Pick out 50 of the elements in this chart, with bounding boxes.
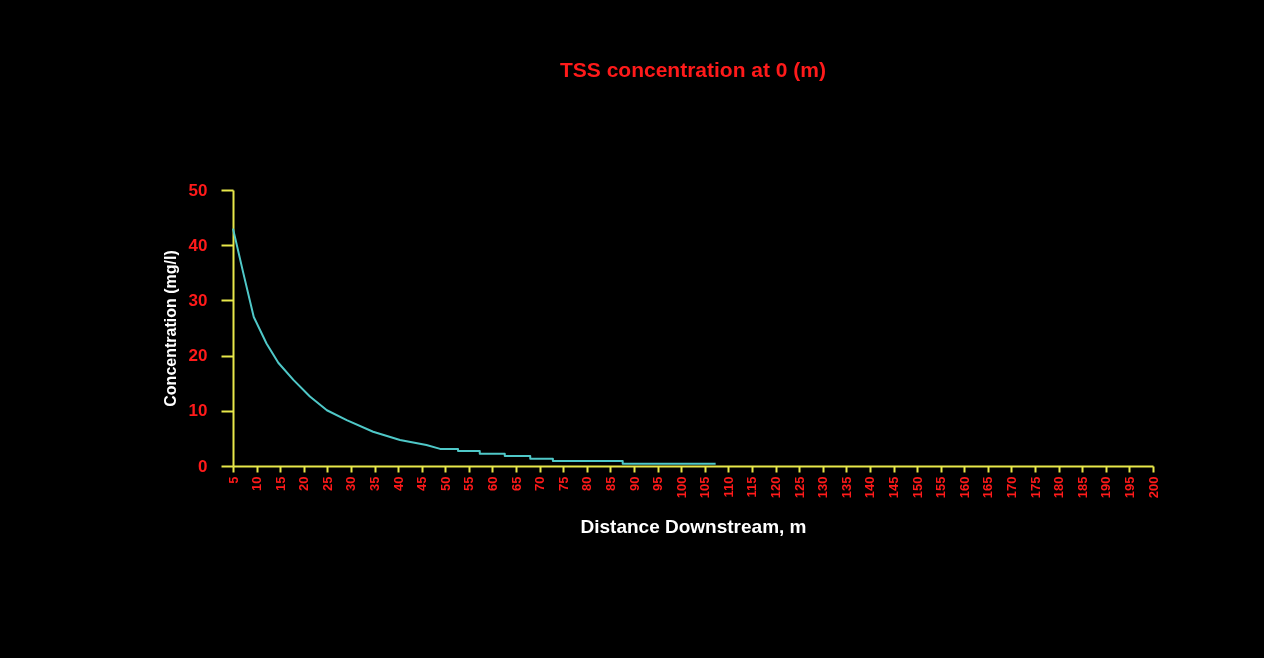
x-tick-label: 25	[319, 476, 335, 491]
x-tick-label: 200	[1145, 476, 1161, 499]
x-tick-label: 165	[980, 476, 996, 499]
x-tick-label: 50	[437, 476, 453, 491]
x-tick-label: 65	[508, 476, 524, 491]
x-tick-label: 75	[555, 476, 571, 491]
x-tick-label: 180	[1051, 476, 1067, 499]
y-tick-label: 20	[188, 346, 208, 366]
x-tick-label: 30	[343, 476, 359, 491]
chart-title: TSS concentration at 0 (m)	[559, 58, 827, 81]
x-tick-label: 100	[673, 476, 689, 499]
x-tick-label: 160	[956, 476, 972, 499]
x-tick-label: 170	[1003, 476, 1019, 499]
x-tick-label: 145	[886, 476, 902, 499]
x-tick-label: 120	[768, 476, 784, 499]
x-tick-label: 195	[1121, 476, 1137, 499]
x-tick-label: 155	[933, 476, 949, 499]
x-tick-label: 90	[626, 476, 642, 491]
x-tick-label: 10	[249, 476, 265, 491]
x-tick-label: 35	[367, 476, 383, 491]
x-tick-label: 110	[720, 476, 736, 498]
x-tick-label: 85	[602, 476, 618, 491]
y-tick-label: 40	[188, 235, 208, 255]
x-tick-label: 115	[744, 476, 760, 498]
y-tick-label: 10	[188, 401, 208, 421]
x-tick-label: 45	[414, 476, 430, 491]
y-tick-label: 30	[188, 290, 208, 310]
x-tick-label: 60	[484, 476, 500, 491]
x-tick-label: 70	[532, 476, 548, 491]
x-tick-label: 20	[296, 476, 312, 491]
x-tick-label: 55	[461, 476, 477, 491]
x-tick-label: 190	[1098, 476, 1114, 499]
x-tick-label: 150	[909, 476, 925, 499]
x-tick-label: 135	[838, 476, 854, 499]
y-tick-label: 0	[198, 456, 208, 476]
x-tick-label: 40	[390, 476, 406, 491]
x-tick-label: 5	[225, 476, 241, 484]
x-tick-label: 95	[650, 476, 666, 491]
line-series	[232, 227, 717, 465]
x-tick-label: 130	[815, 476, 831, 499]
x-tick-label: 105	[697, 476, 713, 499]
x-tick-label: 140	[862, 476, 878, 499]
x-tick-label: 80	[579, 476, 595, 491]
x-tick-label: 125	[791, 476, 807, 499]
y-tick-label: 50	[188, 180, 208, 200]
x-tick-label: 175	[1027, 476, 1043, 499]
y-axis-title: Concentration (mg/l)	[161, 250, 179, 407]
x-tick-label: 15	[272, 476, 288, 491]
x-tick-label: 185	[1074, 476, 1090, 499]
x-axis-title: Distance Downstream, m	[580, 516, 807, 538]
